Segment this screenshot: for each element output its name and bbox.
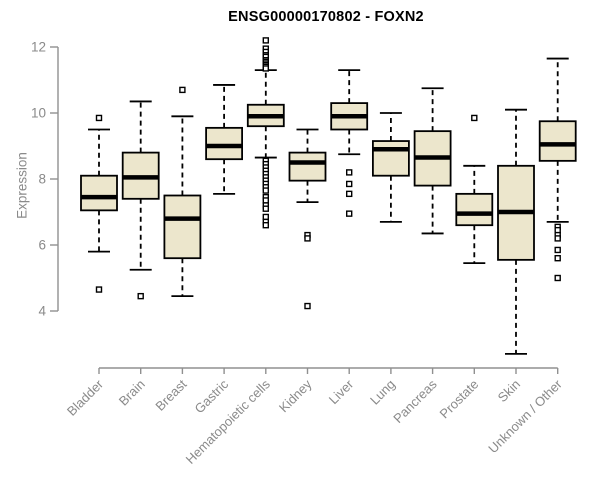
outlier-point: [346, 169, 353, 176]
box-brain: [121, 100, 160, 300]
y-tick-label: 10: [31, 106, 46, 121]
box-bladder: [80, 114, 118, 293]
outlier-point: [346, 190, 353, 198]
outlier-point: [262, 65, 269, 72]
box-hematopoietic-cells: [246, 37, 285, 229]
y-tick-label: 8: [38, 172, 46, 187]
outlier-point: [262, 37, 269, 44]
x-tick-label: Skin: [495, 377, 523, 405]
x-tick-label: Unknown / Other: [485, 376, 565, 456]
box-kidney: [288, 128, 327, 310]
y-tick-label: 4: [38, 304, 46, 319]
x-tick-label: Lung: [367, 377, 398, 408]
box-breast: [163, 86, 202, 298]
box-pancreas: [413, 87, 452, 235]
outlier-point: [304, 302, 311, 310]
box-liver: [330, 69, 369, 217]
box-prostate: [455, 114, 494, 265]
x-tick-label: Kidney: [276, 376, 315, 415]
outlier-point: [137, 292, 144, 300]
outlier-point: [262, 187, 269, 194]
outlier-point: [346, 180, 353, 188]
x-tick-label: Prostate: [437, 377, 482, 422]
outlier-point: [304, 235, 311, 242]
box-lung: [371, 112, 410, 223]
box-gastric: [205, 84, 244, 195]
outlier-point: [95, 286, 103, 293]
outlier-point: [471, 114, 478, 122]
x-tick-label: Gastric: [192, 376, 232, 416]
iqr-box: [455, 192, 494, 227]
iqr-box: [371, 140, 410, 177]
iqr-box: [205, 126, 244, 161]
y-axis: 4 6 8 10 12: [31, 40, 59, 319]
outlier-point: [95, 114, 103, 122]
outlier-point: [554, 254, 561, 262]
outlier-point: [554, 226, 561, 234]
x-tick-label: Pancreas: [390, 376, 440, 426]
iqr-box: [163, 194, 202, 260]
outlier-point: [179, 86, 186, 94]
outlier-point: [554, 246, 561, 254]
outlier-point: [554, 235, 561, 242]
y-tick-label: 6: [38, 238, 46, 253]
iqr-box: [80, 174, 118, 212]
x-tick-label: Bladder: [64, 376, 107, 419]
x-tick-label: Breast: [152, 376, 189, 413]
outlier-point: [262, 221, 269, 229]
outlier-point: [346, 210, 353, 217]
y-tick-label: 12: [31, 40, 46, 55]
chart-title: ENSG00000170802 - FOXN2: [228, 9, 424, 25]
iqr-box: [288, 151, 327, 182]
x-tick-label: Brain: [116, 377, 148, 409]
outlier-point: [262, 205, 269, 212]
outlier-point: [554, 274, 561, 282]
box-unknown-other: [538, 57, 577, 282]
iqr-box: [538, 120, 577, 162]
box-skin: [497, 108, 535, 355]
x-tick-label: Liver: [326, 376, 357, 407]
